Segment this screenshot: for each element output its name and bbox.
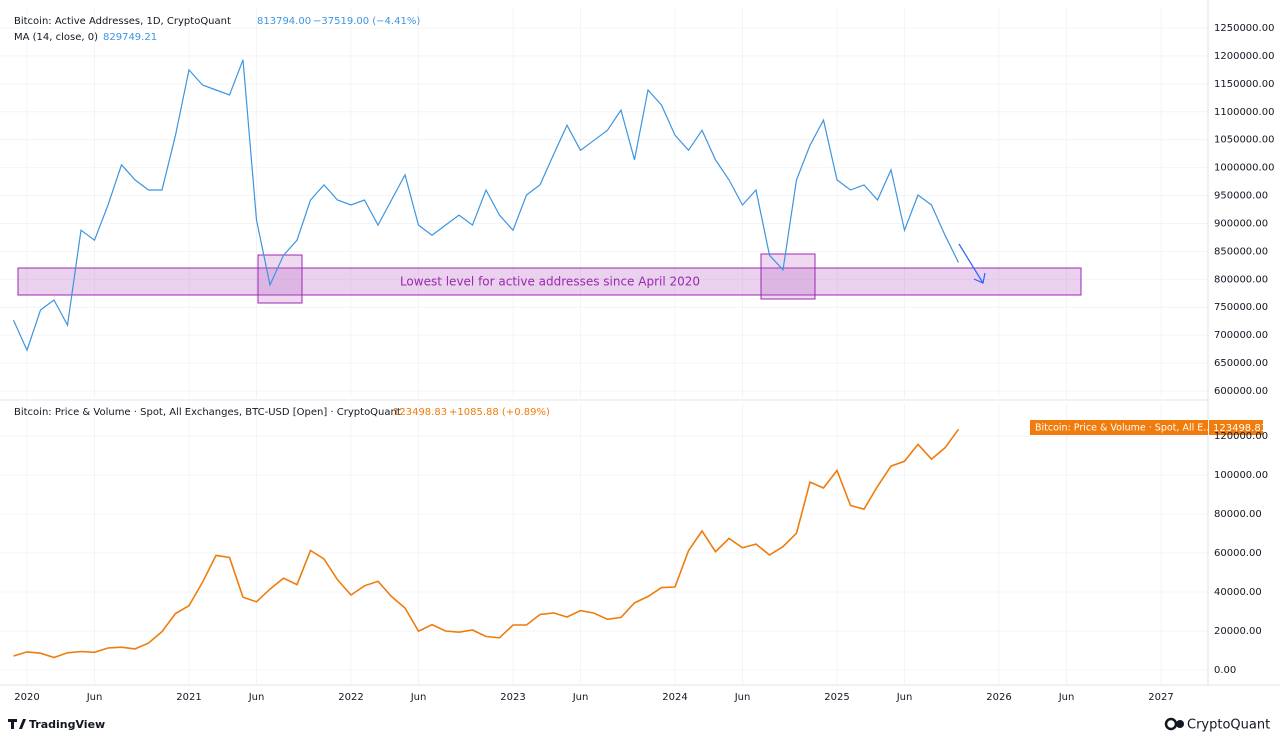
y-tick-label: 1200000.00 — [1214, 51, 1274, 62]
y-tick-label: 1250000.00 — [1214, 23, 1274, 34]
x-tick-label: Jun — [1058, 692, 1075, 703]
series-layer — [12, 59, 960, 659]
x-tick-label: 2027 — [1148, 692, 1173, 703]
price-value: 123498.83 — [1213, 423, 1267, 434]
legend-value: 813794.00 — [257, 16, 311, 27]
y-tick-label: 1050000.00 — [1214, 135, 1274, 146]
x-tick-label: Jun — [896, 692, 913, 703]
y-tick-label: 40000.00 — [1214, 587, 1262, 598]
y-tick-label: 750000.00 — [1214, 302, 1268, 313]
x-tick-label: Jun — [86, 692, 103, 703]
legend-value: 123498.83 — [393, 407, 447, 418]
x-tick-label: Jun — [410, 692, 427, 703]
y-tick-label: 600000.00 — [1214, 386, 1268, 397]
y-tick-label: 1100000.00 — [1214, 107, 1274, 118]
x-tick-label: Jun — [572, 692, 589, 703]
legend-change: −37519.00 (−4.41%) — [313, 16, 420, 27]
x-tick-label: 2026 — [986, 692, 1011, 703]
price-label: Bitcoin: Price & Volume · Spot, All E... — [1035, 423, 1212, 434]
y-tick-label: 700000.00 — [1214, 330, 1268, 341]
x-tick-label: 2020 — [14, 692, 39, 703]
y-tick-label: 20000.00 — [1214, 626, 1262, 637]
annotation-text: Lowest level for active addresses since … — [400, 275, 700, 289]
footer-right: CryptoQuant — [1187, 718, 1270, 733]
series-line — [13, 428, 960, 659]
y-tick-label: 800000.00 — [1214, 274, 1268, 285]
y-tick-label: 120000.00 — [1214, 431, 1268, 442]
legend-change: +1085.88 (+0.89%) — [449, 407, 550, 418]
y-tick-label: 80000.00 — [1214, 509, 1262, 520]
y-tick-label: 950000.00 — [1214, 191, 1268, 202]
y-tick-label: 1150000.00 — [1214, 79, 1274, 90]
series-line — [12, 59, 960, 352]
x-tick-label: 2023 — [500, 692, 525, 703]
y-tick-label: 1000000.00 — [1214, 163, 1274, 174]
x-tick-label: 2024 — [662, 692, 687, 703]
tradingview-logo — [8, 719, 26, 729]
footer-left: TradingView — [29, 718, 105, 731]
legend-series: MA (14, close, 0) — [14, 32, 98, 43]
x-tick-label: Jun — [248, 692, 265, 703]
x-tick-label: 2022 — [338, 692, 363, 703]
x-tick-label: Jun — [734, 692, 751, 703]
annotation-band — [17, 267, 1082, 296]
x-tick-label: 2021 — [176, 692, 201, 703]
annotation-arrow — [958, 243, 986, 284]
price-label-box — [1030, 420, 1208, 435]
price-value-box — [1209, 420, 1263, 435]
legend-value: 829749.21 — [103, 32, 157, 43]
y-tick-label: 850000.00 — [1214, 246, 1268, 257]
cryptoquant-logo — [1164, 717, 1184, 731]
x-tick-label: 2025 — [824, 692, 849, 703]
y-tick-label: 60000.00 — [1214, 548, 1262, 559]
legend-title: Bitcoin: Active Addresses, 1D, CryptoQua… — [14, 16, 231, 27]
annotation-box — [760, 253, 816, 300]
legend-series: Bitcoin: Price & Volume · Spot, All Exch… — [14, 407, 401, 418]
y-tick-label: 650000.00 — [1214, 358, 1268, 369]
y-tick-label: 900000.00 — [1214, 218, 1268, 229]
y-tick-label: 100000.00 — [1214, 470, 1268, 481]
y-tick-label: 0.00 — [1214, 665, 1236, 676]
